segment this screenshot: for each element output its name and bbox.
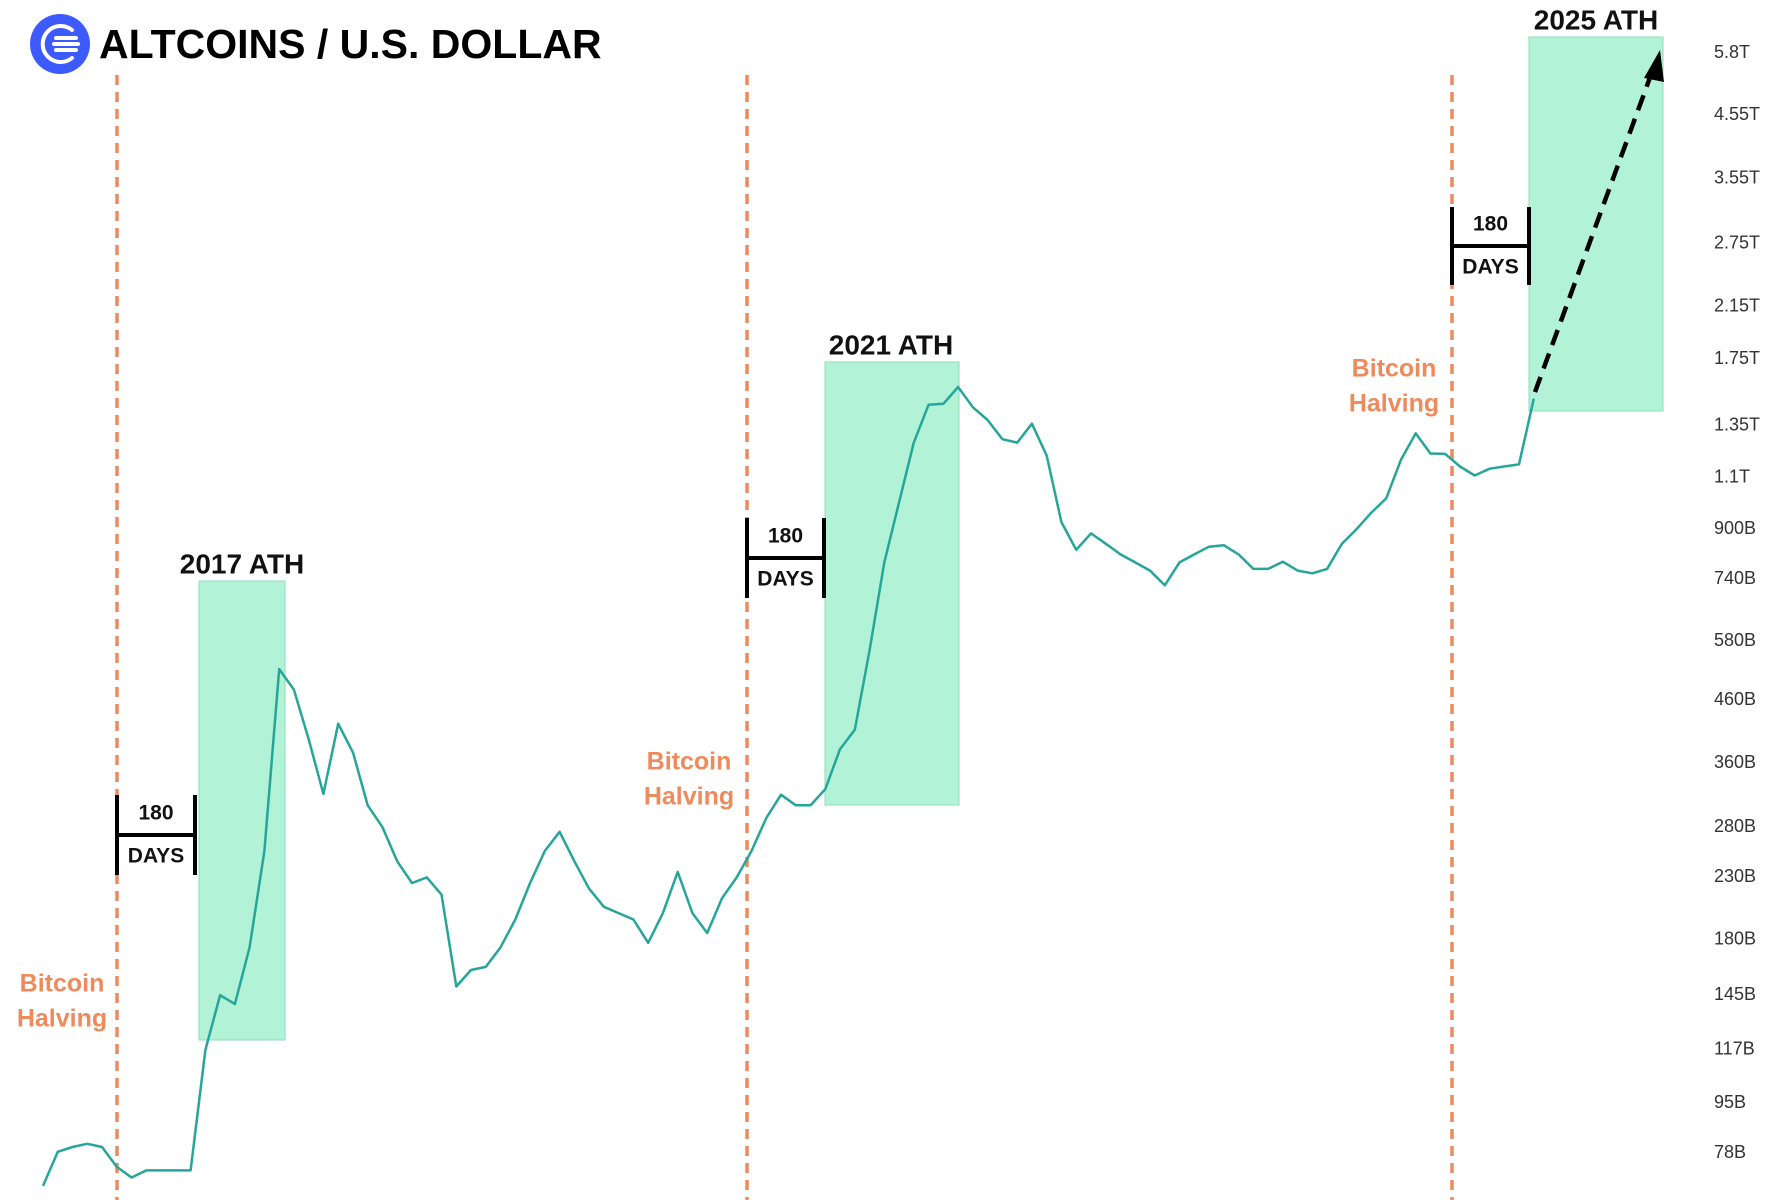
y-tick-label: 740B [1714, 568, 1756, 588]
halving-label: Halving [644, 783, 734, 811]
halving-label: Bitcoin [1352, 355, 1437, 383]
logo-glyph [40, 24, 80, 64]
ath-label: 2017 ATH [180, 548, 305, 579]
y-tick-label: 280B [1714, 816, 1756, 836]
ath-box [198, 580, 286, 1041]
y-tick-label: 900B [1714, 518, 1756, 538]
y-tick-label: 95B [1714, 1092, 1746, 1112]
y-tick-label: 1.35T [1714, 414, 1760, 434]
y-tick-label: 2.15T [1714, 296, 1760, 316]
days-label: DAYS [128, 845, 184, 868]
halving-label: Bitcoin [20, 970, 105, 998]
chart-title: ALTCOINS / U.S. DOLLAR [99, 21, 602, 67]
days-bracket [1450, 207, 1531, 285]
y-tick-label: 2.75T [1714, 233, 1760, 253]
y-tick-label: 1.75T [1714, 348, 1760, 368]
y-tick-label: 230B [1714, 866, 1756, 886]
halving-label: Halving [1349, 390, 1439, 418]
days-number: 180 [138, 802, 173, 825]
days-bracket [745, 518, 826, 598]
days-label: DAYS [1462, 256, 1518, 279]
days-number: 180 [768, 525, 803, 548]
y-tick-label: 117B [1714, 1039, 1755, 1059]
y-tick-label: 3.55T [1714, 167, 1760, 187]
days-bracket [115, 795, 197, 875]
y-tick-label: 1.1T [1714, 467, 1750, 487]
y-tick-label: 78B [1714, 1142, 1746, 1162]
y-tick-label: 145B [1714, 984, 1756, 1004]
y-tick-label: 4.55T [1714, 104, 1760, 124]
halving-label: Halving [17, 1005, 107, 1033]
projection-arrow [1532, 71, 1655, 393]
ath-box [824, 361, 960, 806]
ath-label: 2021 ATH [829, 329, 954, 360]
y-tick-label: 360B [1714, 752, 1756, 772]
price-line [41, 385, 1536, 1187]
days-label: DAYS [757, 568, 813, 591]
ath-label: 2025 ATH [1534, 4, 1659, 35]
y-tick-label: 460B [1714, 689, 1756, 709]
halving-label: Bitcoin [647, 748, 732, 776]
y-tick-label: 180B [1714, 929, 1756, 949]
y-tick-label: 5.8T [1714, 42, 1750, 62]
days-number: 180 [1473, 213, 1508, 236]
arrow-head [1644, 50, 1664, 82]
y-tick-label: 580B [1714, 630, 1756, 650]
